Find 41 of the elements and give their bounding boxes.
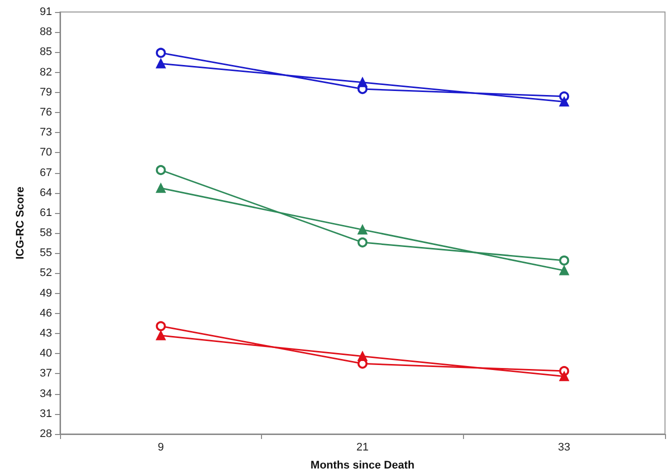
x-axis-title: Months since Death [310,460,415,472]
y-tick-label: 43 [40,328,52,340]
y-tick-label: 55 [40,247,52,260]
y-tick-label: 67 [40,166,52,179]
y-tick-label: 76 [40,106,52,118]
y-tick-label: 49 [40,287,52,300]
point [156,165,166,176]
y-tick-label: 52 [40,267,52,280]
y-tick-label: 61 [40,206,52,219]
y-tick-label: 37 [40,368,52,380]
y-tick-label: 58 [40,227,52,240]
y-tick-label: 40 [40,348,52,360]
y-tick-label: 88 [40,26,52,38]
point [156,321,166,332]
point [156,330,166,340]
point [156,183,166,193]
point [358,224,368,234]
y-tick-label: 91 [40,6,52,18]
point [358,352,368,362]
y-tick-label: 64 [40,186,52,199]
point [358,78,368,88]
point [559,256,570,266]
y-axis-title: ICG-RC Score [14,186,26,260]
x-tick-label: 21 [356,442,369,454]
point [559,97,569,107]
point [358,237,368,248]
point [559,372,569,382]
y-tick-label: 85 [40,46,52,58]
y-tick-label: 46 [40,307,52,320]
point [156,58,166,68]
y-tick-label: 82 [40,66,52,78]
y-tick-label: 34 [40,388,52,400]
point [559,266,569,276]
y-tick-label: 70 [40,146,52,159]
y-tick-label: 79 [40,86,52,98]
point [156,48,166,58]
y-tick-label: 28 [40,428,52,440]
y-tick-label: 31 [40,408,52,420]
x-tick-label: 33 [558,442,570,454]
y-tick-label: 73 [40,126,52,139]
x-tick-label: 9 [158,442,164,454]
